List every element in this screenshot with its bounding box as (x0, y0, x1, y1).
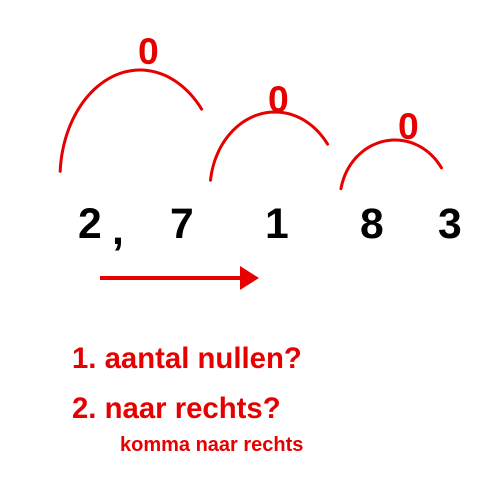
digit-3: 8 (360, 200, 384, 249)
zero-label-1: 0 (268, 78, 289, 121)
step-1: 1. aantal nullen? (72, 342, 302, 376)
hop-arc-2 (341, 140, 441, 189)
times-arrow-head (240, 266, 259, 290)
digit-4: 3 (438, 200, 462, 249)
hop-arc-0 (60, 70, 201, 171)
digit-0: 2 (78, 200, 102, 249)
times-arrow-line (100, 276, 240, 280)
decimal-comma: , (112, 206, 124, 255)
digit-2: 1 (265, 200, 289, 249)
digit-1: 7 (170, 200, 194, 249)
zero-label-2: 0 (398, 105, 419, 148)
step-sub: komma naar rechts (120, 434, 303, 457)
step-2: 2. naar rechts? (72, 392, 281, 426)
hop-arc-1 (211, 112, 328, 180)
zero-label-0: 0 (138, 30, 159, 73)
